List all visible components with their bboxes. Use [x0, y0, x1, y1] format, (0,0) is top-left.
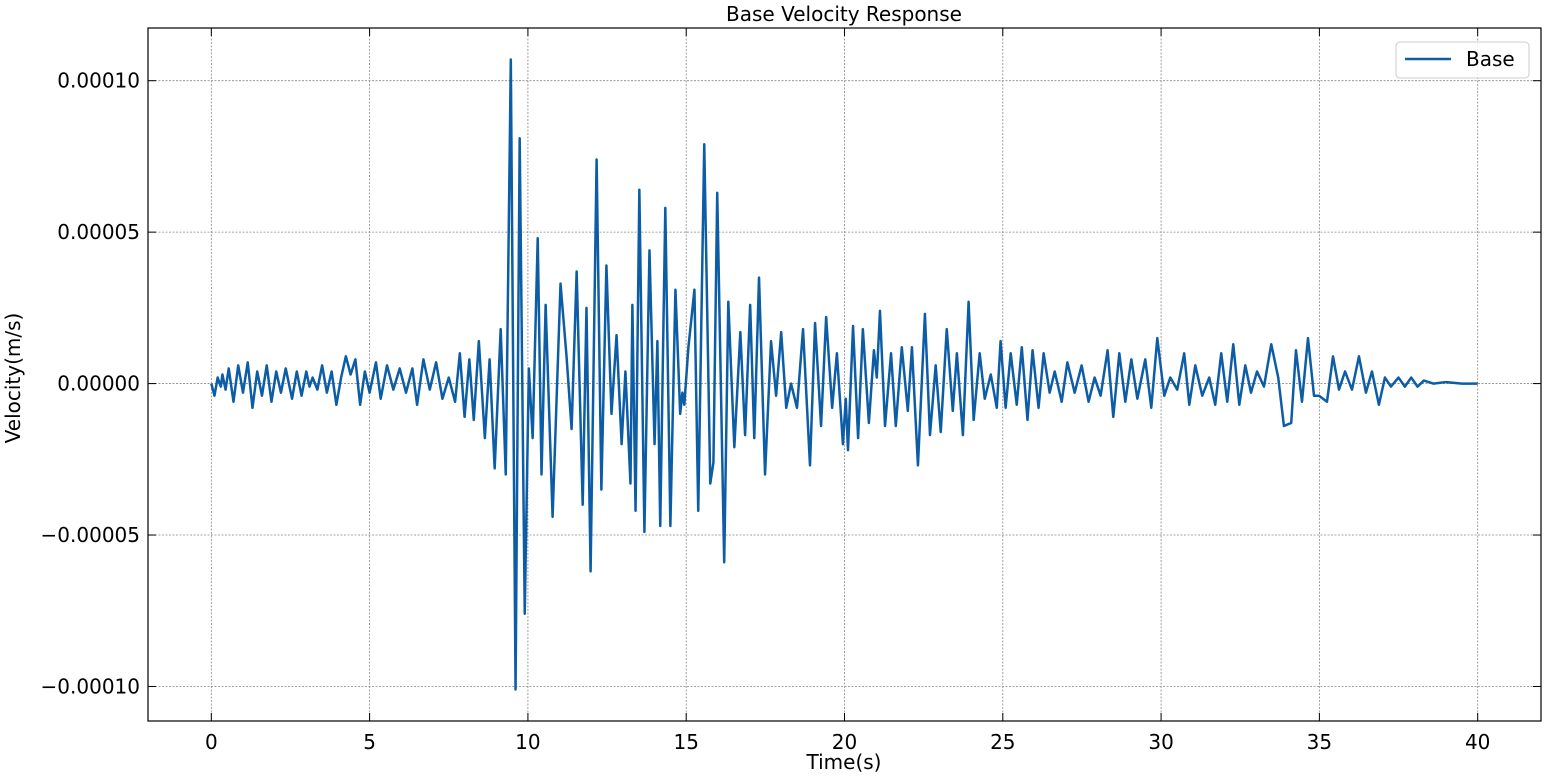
y-axis-label: Velocity(m/s)	[1, 313, 25, 444]
x-tick-label: 15	[673, 730, 698, 754]
y-tick-label: 0.00005	[57, 220, 140, 244]
x-tick-label: 10	[515, 730, 540, 754]
x-tick-label: 25	[990, 730, 1015, 754]
data-line	[210, 58, 1478, 691]
x-tick-label: 30	[1148, 730, 1173, 754]
y-tick-label: −0.00005	[41, 523, 140, 547]
x-tick-label: 0	[205, 730, 218, 754]
x-axis-label: Time(s)	[806, 750, 882, 774]
legend-label: Base	[1466, 47, 1515, 71]
x-tick-label: 40	[1465, 730, 1490, 754]
x-tick-label: 5	[363, 730, 376, 754]
legend-box	[1395, 41, 1530, 79]
y-tick-label: 0.00000	[57, 372, 140, 396]
chart-title: Base Velocity Response	[726, 2, 962, 26]
y-tick-label: 0.00010	[57, 69, 140, 93]
y-tick-label: −0.00010	[41, 674, 140, 698]
x-tick-label: 35	[1307, 730, 1332, 754]
x-tick-label: 20	[832, 730, 857, 754]
plot-frame	[147, 27, 1542, 722]
